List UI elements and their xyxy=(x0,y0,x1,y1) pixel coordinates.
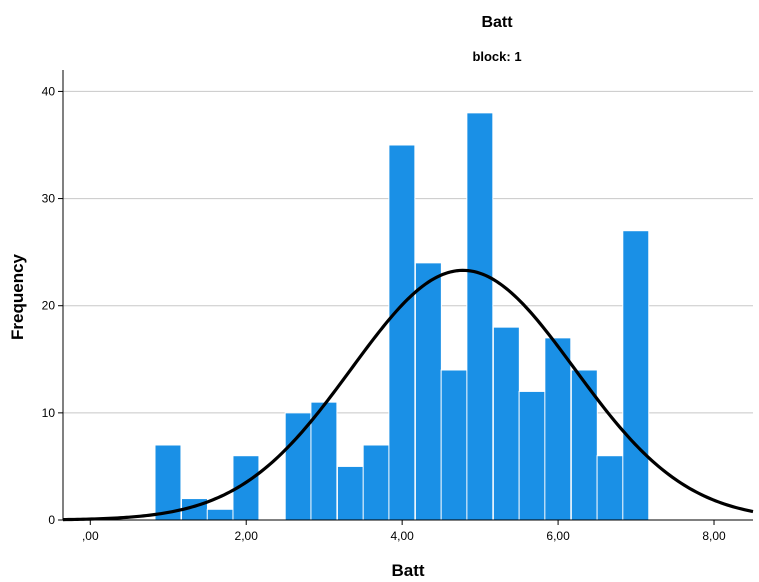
bar-17 xyxy=(622,230,650,521)
bar-2 xyxy=(206,508,234,521)
y-tick-label-0: 0 xyxy=(48,513,55,527)
x-tick-label-3: 6,00 xyxy=(546,529,570,543)
x-tick-label-1: 2,00 xyxy=(235,529,259,543)
x-tick-label-2: 4,00 xyxy=(390,529,414,543)
axes xyxy=(62,70,753,521)
y-tick-label-4: 40 xyxy=(42,84,56,98)
bar-12 xyxy=(492,326,520,521)
x-axis-label: Batt xyxy=(391,561,424,580)
bar-16 xyxy=(596,455,624,521)
y-tick-label-2: 20 xyxy=(42,299,56,313)
histogram-bars xyxy=(154,112,650,521)
bar-5 xyxy=(310,401,338,521)
y-axis-ticks: 0 10 20 30 40 xyxy=(42,84,63,527)
bar-9 xyxy=(414,262,442,521)
y-tick-label-1: 10 xyxy=(42,406,56,420)
bar-7 xyxy=(362,444,390,521)
bar-6 xyxy=(336,465,364,521)
bar-14 xyxy=(544,337,572,521)
bar-13 xyxy=(518,390,546,521)
chart-title: Batt xyxy=(481,14,513,31)
x-axis-ticks: ,00 2,00 4,00 6,00 8,00 xyxy=(82,520,726,543)
x-tick-label-4: 8,00 xyxy=(702,529,726,543)
bar-10 xyxy=(440,369,468,521)
x-tick-label-0: ,00 xyxy=(82,529,99,543)
y-tick-label-3: 30 xyxy=(42,192,56,206)
bar-11 xyxy=(466,112,494,521)
bar-8 xyxy=(388,144,416,521)
bar-4 xyxy=(284,412,312,521)
y-axis-label: Frequency xyxy=(8,253,27,340)
bar-0 xyxy=(154,444,182,521)
chart-subtitle: block: 1 xyxy=(472,49,521,64)
normal-curve xyxy=(62,268,754,522)
